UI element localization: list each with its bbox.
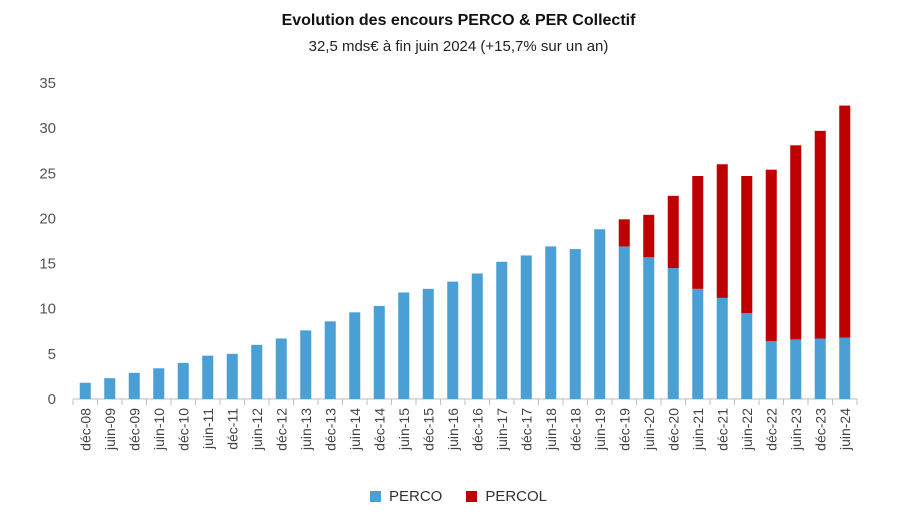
bar-perco	[520, 255, 532, 399]
legend-item-perco: PERCO	[369, 488, 443, 505]
x-tick-label: juin-17	[494, 408, 510, 451]
x-tick-label: déc-23	[812, 408, 828, 451]
bar-percol	[790, 145, 802, 340]
chart-subtitle: 32,5 mds€ à fin juin 2024 (+15,7% sur un…	[308, 38, 609, 55]
x-tick-label: déc-21	[714, 408, 730, 451]
bar-perco	[741, 313, 753, 399]
x-tick-label: déc-14	[371, 408, 387, 451]
x-tick-label: juin-19	[592, 408, 608, 451]
legend-label-percol: PERCOL	[485, 488, 548, 505]
bar-perco	[790, 339, 802, 399]
bar-perco	[471, 273, 483, 399]
legend-swatch-perco	[369, 491, 381, 502]
bar-perco	[692, 288, 704, 399]
bar-percol	[692, 175, 704, 289]
x-tick-label: déc-20	[665, 408, 681, 451]
x-tick-label: juin-13	[298, 408, 314, 451]
bar-perco	[202, 355, 214, 399]
x-tick-label: déc-18	[567, 408, 583, 451]
y-tick-label: 15	[39, 256, 56, 273]
legend-item-percol: PERCOL	[466, 488, 547, 505]
bar-perco	[128, 372, 140, 399]
x-tick-label: déc-09	[126, 408, 142, 451]
bar-perco	[447, 281, 459, 399]
x-tick-label: juin-16	[445, 408, 461, 451]
x-tick-label: déc-11	[224, 408, 240, 450]
legend: PERCO PERCOL	[0, 488, 917, 505]
x-tick-label: déc-16	[469, 408, 485, 451]
legend-swatch-percol	[466, 491, 478, 502]
bar-perco	[496, 261, 508, 399]
x-tick-label: juin-12	[249, 408, 265, 451]
x-tick-label: juin-24	[837, 408, 853, 451]
bar-percol	[643, 214, 655, 258]
bar-perco	[324, 321, 336, 399]
bar-perco	[300, 330, 312, 399]
bar-perco	[373, 306, 385, 399]
bar-percol	[667, 195, 679, 269]
y-tick-label: 35	[39, 75, 56, 92]
bar-percol	[765, 169, 777, 342]
bar-perco	[275, 338, 287, 399]
bar-perco	[79, 382, 91, 399]
bar-percol	[814, 130, 826, 339]
bar-perco	[814, 338, 826, 399]
x-tick-label: déc-17	[518, 408, 534, 451]
x-tick-label: juin-21	[690, 408, 706, 451]
bar-perco	[643, 257, 655, 399]
bar-perco	[545, 246, 557, 399]
x-tick-label: déc-08	[77, 408, 93, 451]
bar-perco	[177, 362, 189, 399]
bar-perco	[667, 268, 679, 399]
y-tick-label: 20	[39, 210, 56, 227]
bar-perco	[618, 246, 630, 399]
bar-percol	[618, 219, 630, 247]
y-tick-label: 0	[48, 391, 56, 408]
bar-perco	[716, 297, 728, 399]
legend-label-perco: PERCO	[388, 488, 443, 505]
x-tick-label: juin-15	[396, 408, 412, 451]
y-tick-label: 30	[39, 120, 56, 137]
bar-perco	[422, 288, 434, 399]
bar-perco	[349, 312, 361, 399]
bar-percol	[741, 175, 753, 314]
x-tick-label: déc-19	[616, 408, 632, 451]
x-tick-label: déc-15	[420, 408, 436, 451]
bar-perco	[839, 337, 851, 399]
bar-perco	[398, 292, 410, 399]
x-tick-label: déc-10	[175, 408, 191, 451]
bar-percol	[839, 105, 851, 338]
x-tick-label: juin-10	[151, 408, 167, 451]
x-tick-label: juin-20	[641, 408, 657, 451]
y-tick-label: 10	[39, 301, 56, 318]
bar-perco	[153, 368, 165, 399]
x-tick-label: juin-23	[788, 408, 804, 451]
y-tick-label: 25	[39, 165, 56, 182]
x-tick-label: déc-13	[322, 408, 338, 451]
bar-perco	[765, 341, 777, 399]
x-tick-label: juin-09	[102, 408, 118, 451]
chart-title: Evolution des encours PERCO & PER Collec…	[281, 12, 636, 29]
x-tick-label: juin-14	[347, 408, 363, 451]
bar-perco	[251, 344, 263, 399]
x-tick-label: déc-22	[763, 408, 779, 451]
x-tick-label: déc-12	[273, 408, 289, 451]
bar-percol	[716, 164, 728, 298]
bar-perco	[226, 353, 238, 399]
x-tick-label: juin-11	[200, 408, 216, 450]
y-tick-label: 5	[48, 346, 56, 363]
bar-perco	[594, 229, 606, 399]
bar-perco	[569, 249, 581, 399]
bar-perco	[104, 378, 116, 399]
x-tick-label: juin-22	[739, 408, 755, 451]
x-tick-label: juin-18	[543, 408, 559, 451]
